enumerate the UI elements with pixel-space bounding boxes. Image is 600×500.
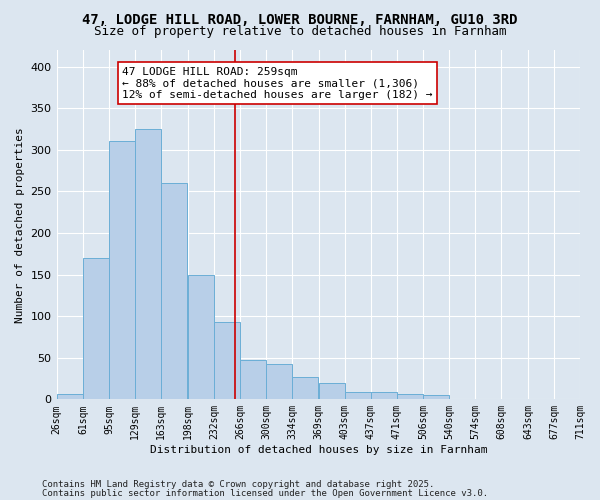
Bar bbox=[135, 129, 161, 400]
Text: Size of property relative to detached houses in Farnham: Size of property relative to detached ho… bbox=[94, 25, 506, 38]
Y-axis label: Number of detached properties: Number of detached properties bbox=[15, 127, 25, 322]
Bar bbox=[397, 394, 422, 400]
Bar bbox=[449, 398, 475, 400]
Bar bbox=[240, 360, 266, 400]
Bar bbox=[56, 394, 83, 400]
Bar bbox=[266, 364, 292, 400]
Bar bbox=[424, 395, 449, 400]
Text: Contains public sector information licensed under the Open Government Licence v3: Contains public sector information licen… bbox=[42, 488, 488, 498]
Bar bbox=[371, 392, 397, 400]
Bar bbox=[344, 392, 371, 400]
Bar bbox=[161, 183, 187, 400]
Bar bbox=[214, 322, 240, 400]
Bar bbox=[319, 382, 344, 400]
Bar bbox=[475, 398, 501, 400]
Bar bbox=[292, 377, 318, 400]
Bar bbox=[554, 398, 580, 400]
Text: Contains HM Land Registry data © Crown copyright and database right 2025.: Contains HM Land Registry data © Crown c… bbox=[42, 480, 434, 489]
X-axis label: Distribution of detached houses by size in Farnham: Distribution of detached houses by size … bbox=[149, 445, 487, 455]
Bar bbox=[83, 258, 109, 400]
Bar bbox=[501, 398, 527, 400]
Bar bbox=[188, 274, 214, 400]
Text: 47 LODGE HILL ROAD: 259sqm
← 88% of detached houses are smaller (1,306)
12% of s: 47 LODGE HILL ROAD: 259sqm ← 88% of deta… bbox=[122, 66, 433, 100]
Bar bbox=[109, 142, 135, 400]
Text: 47, LODGE HILL ROAD, LOWER BOURNE, FARNHAM, GU10 3RD: 47, LODGE HILL ROAD, LOWER BOURNE, FARNH… bbox=[82, 12, 518, 26]
